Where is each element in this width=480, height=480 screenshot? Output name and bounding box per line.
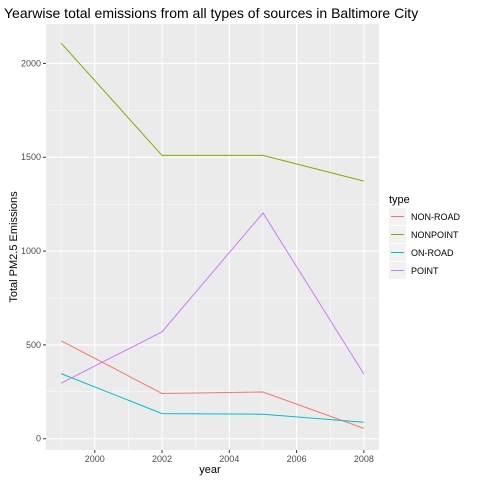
legend-label-point: POINT [411,266,439,276]
y-tick-label: 0 [36,434,41,444]
series-lines [60,42,365,429]
series-line-non-road [60,340,365,429]
series-line-nonpoint [60,42,365,182]
series-line-on-road [60,373,364,423]
y-tick-label: 2000 [21,58,41,68]
plot-panel [46,24,379,450]
legend-label-nonpoint: NONPOINT [411,230,459,240]
chart-title: Yearwise total emissions from all types … [4,5,418,21]
x-tick-label: 2004 [219,454,239,464]
y-tick-label: 1000 [21,246,41,256]
grid-lines [46,24,379,450]
legend-label-on-road: ON-ROAD [411,248,454,258]
x-tick-label: 2002 [152,454,172,464]
x-axis: 2000 2002 2004 2006 2008 [85,450,374,464]
legend-label-non-road: NON-ROAD [411,212,460,222]
y-tick-label: 1500 [21,152,41,162]
legend: type NON-ROAD NONPOINT ON-ROAD POINT [389,194,460,279]
series-line-point [60,212,365,384]
legend-title: type [389,194,410,206]
y-axis-title: Total PM2.5 Emissions [8,191,20,303]
y-axis: 0 500 1000 1500 2000 [21,58,46,444]
x-axis-title: year [199,464,221,476]
x-tick-label: 2006 [287,454,307,464]
y-tick-label: 500 [26,340,41,350]
x-tick-label: 2000 [85,454,105,464]
x-tick-label: 2008 [354,454,374,464]
